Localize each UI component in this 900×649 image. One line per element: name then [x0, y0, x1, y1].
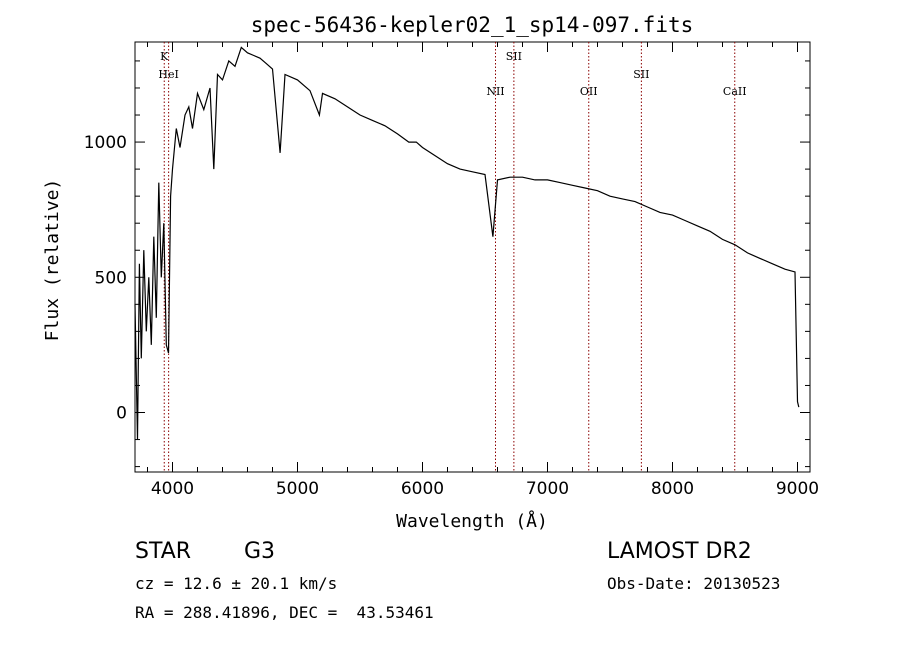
x-tick-label: 5000: [276, 479, 319, 499]
y-tick-label: 500: [95, 268, 127, 288]
spectrum-line: [134, 46, 800, 440]
observation-date: Obs-Date: 20130523: [607, 574, 781, 593]
x-tick-label: 4000: [151, 479, 194, 499]
line-label: SII: [506, 50, 522, 63]
chart-title: spec-56436-kepler02_1_sp14-097.fits: [251, 13, 694, 37]
line-label: CaII: [723, 85, 747, 98]
x-axis-label: Wavelength (Å): [396, 510, 548, 532]
emission-lines: K HeI NII SII OII SII CaII: [158, 42, 747, 472]
x-tick-label: 8000: [651, 479, 694, 499]
object-class: STAR: [135, 539, 192, 564]
y-axis-label: Flux (relative): [42, 179, 63, 342]
line-label: K: [160, 50, 169, 63]
x-tick-label: 9000: [776, 479, 819, 499]
x-axis: 4000 5000 6000 7000 8000 9000: [147, 42, 819, 499]
coordinates: RA = 288.41896, DEC = 43.53461: [135, 603, 434, 622]
line-label: NII: [486, 85, 504, 98]
plot-frame: [134, 41, 811, 473]
line-label: HeI: [158, 68, 178, 81]
survey-name: LAMOST DR2: [607, 539, 752, 564]
y-tick-label: 0: [116, 404, 127, 424]
x-tick-label: 7000: [526, 479, 569, 499]
line-label: SII: [633, 68, 649, 81]
object-subclass: G3: [244, 539, 276, 564]
y-tick-label: 1000: [84, 133, 127, 153]
redshift-cz: cz = 12.6 ± 20.1 km/s: [135, 574, 338, 593]
line-label: OII: [580, 85, 598, 98]
y-axis: 0 500 1000: [84, 60, 810, 468]
x-tick-label: 6000: [401, 479, 444, 499]
